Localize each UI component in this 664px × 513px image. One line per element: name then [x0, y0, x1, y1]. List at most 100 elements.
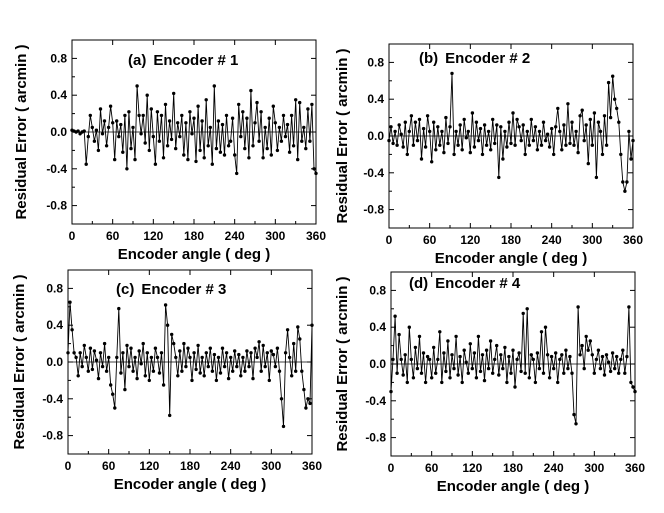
- data-point: [265, 351, 269, 355]
- data-point: [623, 371, 627, 375]
- data-point: [515, 117, 519, 122]
- x-axis-label: Encoder angle ( deg ): [114, 476, 267, 493]
- data-point: [78, 351, 82, 355]
- data-point: [478, 369, 483, 374]
- data-point: [210, 369, 215, 373]
- x-tick-label: 120: [139, 459, 159, 473]
- data-point: [241, 355, 245, 360]
- data-point: [389, 389, 393, 394]
- data-point: [405, 380, 409, 385]
- data-point: [554, 125, 558, 129]
- data-point: [204, 98, 208, 102]
- data-point: [306, 397, 310, 401]
- data-point: [547, 376, 552, 380]
- data-point: [525, 129, 529, 134]
- data-point: [399, 132, 403, 136]
- data-point: [613, 97, 617, 101]
- data-point: [566, 366, 570, 371]
- data-point: [109, 383, 113, 387]
- data-point: [283, 134, 288, 139]
- x-tick-label: 60: [102, 459, 116, 473]
- data-point: [294, 98, 298, 102]
- x-tick-label: 300: [584, 461, 604, 475]
- data-point: [253, 346, 257, 350]
- data-point: [178, 134, 182, 139]
- data-point: [163, 303, 168, 307]
- data-point: [442, 351, 446, 355]
- data-point: [253, 121, 257, 125]
- x-tick-label: 240: [221, 459, 241, 473]
- data-point: [147, 148, 151, 153]
- data-point: [448, 376, 452, 380]
- data-point: [88, 346, 93, 350]
- data-point: [287, 355, 292, 360]
- data-point: [393, 314, 397, 318]
- data-point: [580, 343, 584, 348]
- data-point: [450, 71, 454, 76]
- data-point: [537, 129, 542, 134]
- data-point: [289, 113, 294, 118]
- data-point: [505, 145, 509, 149]
- data-point: [300, 369, 304, 373]
- data-point: [472, 145, 477, 149]
- panel-a: 0 60 120 180 240 300 360 0.8 0.4 0.0 -0.4 -0.8 Encod…: [13, 39, 326, 263]
- data-point: [214, 146, 219, 151]
- data-point: [613, 366, 617, 371]
- data-point: [265, 146, 269, 151]
- data-point: [139, 132, 143, 136]
- data-point: [454, 334, 458, 339]
- data-point: [98, 107, 103, 111]
- data-point: [596, 348, 601, 352]
- data-point: [592, 371, 596, 375]
- panel-encoder-name: Encoder # 4: [435, 275, 521, 292]
- y-tick-label: 0.4: [50, 88, 67, 102]
- data-point: [224, 351, 229, 355]
- data-point: [259, 110, 263, 114]
- data-point: [133, 355, 137, 360]
- data-point: [570, 371, 574, 375]
- data-point: [200, 119, 204, 123]
- data-point: [275, 346, 280, 350]
- x-tick-label: 0: [69, 229, 76, 243]
- y-tick-label: 0.8: [369, 283, 386, 297]
- data-point: [80, 364, 84, 369]
- data-point: [501, 366, 505, 371]
- data-point: [161, 156, 166, 160]
- data-point: [84, 355, 89, 360]
- data-point: [208, 125, 212, 130]
- data-point: [141, 341, 145, 346]
- x-tick-label: 180: [501, 233, 521, 247]
- data-point: [139, 362, 143, 366]
- data-point: [216, 119, 221, 123]
- data-point: [292, 341, 296, 346]
- data-point: [558, 357, 562, 362]
- data-point: [560, 148, 564, 152]
- data-point: [153, 162, 158, 166]
- data-point: [389, 125, 393, 129]
- data-point: [261, 156, 265, 160]
- data-point: [186, 157, 190, 162]
- data-point: [180, 113, 184, 118]
- data-point: [143, 141, 147, 145]
- data-point: [111, 392, 115, 396]
- data-point: [415, 366, 420, 371]
- data-point: [543, 138, 548, 143]
- data-point: [123, 113, 127, 118]
- data-point: [125, 167, 129, 171]
- data-point: [300, 139, 304, 143]
- data-point: [224, 113, 229, 118]
- data-point: [155, 355, 160, 360]
- data-point: [206, 144, 210, 148]
- data-point: [497, 373, 501, 377]
- data-point: [245, 116, 249, 120]
- data-point: [478, 126, 483, 131]
- data-point: [594, 175, 599, 180]
- data-point: [403, 353, 407, 357]
- data-point: [391, 357, 395, 362]
- y-tick-label: -0.8: [363, 203, 384, 217]
- data-point: [629, 157, 633, 161]
- data-point: [484, 143, 489, 147]
- data-point: [137, 349, 141, 353]
- data-point: [113, 157, 117, 162]
